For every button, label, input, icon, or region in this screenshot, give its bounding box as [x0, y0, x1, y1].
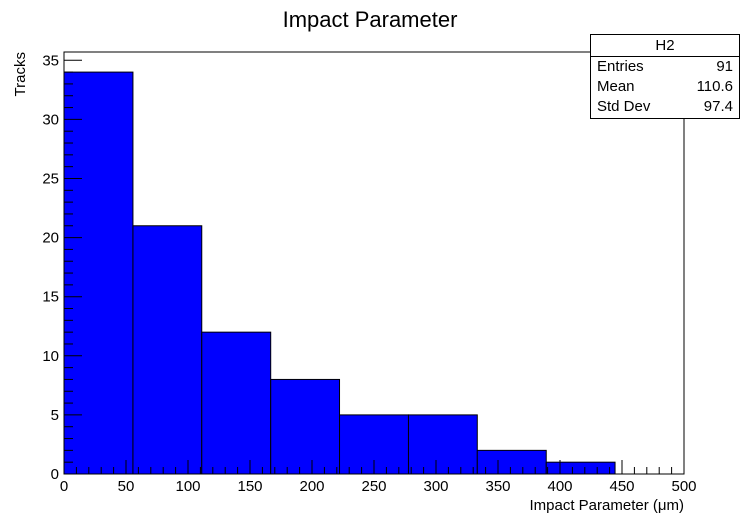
histogram-bar: [476, 449, 547, 475]
stats-box: H2 Entries 91 Mean 110.6 Std Dev 97.4: [590, 34, 740, 119]
x-tick-label: 250: [361, 478, 386, 495]
x-tick-label: 300: [423, 478, 448, 495]
x-tick-label: 50: [118, 478, 135, 495]
x-tick-label: 350: [485, 478, 510, 495]
y-tick-label: 25: [42, 170, 59, 187]
y-tick-label: 5: [51, 407, 59, 424]
x-tick-label: 0: [60, 478, 68, 495]
chart-title: Impact Parameter: [283, 7, 458, 32]
stats-row-mean: Mean 110.6: [591, 77, 739, 97]
stats-row-stddev: Std Dev 97.4: [591, 97, 739, 117]
y-axis-ticks: 0 5 10 15 20 25 30 35: [42, 52, 82, 483]
stats-label: Std Dev: [597, 98, 651, 115]
y-tick-label: 10: [42, 348, 59, 365]
y-tick-label: 0: [51, 466, 59, 483]
bars-group: [63, 71, 616, 475]
y-tick-label: 20: [42, 230, 59, 247]
stats-box-title: H2: [591, 35, 739, 57]
histogram-bar: [132, 225, 203, 475]
stats-label: Entries: [597, 58, 644, 75]
histogram-bar: [63, 71, 134, 475]
x-tick-label: 100: [175, 478, 200, 495]
stats-value: 91: [716, 58, 733, 75]
stats-value: 97.4: [703, 98, 733, 115]
x-axis-label: Impact Parameter (μm): [529, 497, 684, 514]
stats-value: 110.6: [696, 78, 733, 95]
y-tick-label: 30: [42, 111, 59, 128]
stats-row-entries: Entries 91: [591, 57, 739, 77]
x-tick-label: 450: [609, 478, 634, 495]
x-axis-ticks: 0 50 100 150 200 250 300 350 400 450 500: [60, 460, 697, 495]
histogram-bar: [201, 331, 272, 475]
x-tick-label: 200: [299, 478, 324, 495]
x-tick-label: 500: [671, 478, 696, 495]
histogram-bar: [407, 414, 478, 475]
y-tick-label: 15: [42, 289, 59, 306]
x-tick-label: 150: [237, 478, 262, 495]
y-axis-label: Tracks: [12, 52, 29, 96]
histogram-bar: [270, 378, 341, 475]
x-tick-label: 400: [547, 478, 572, 495]
stats-label: Mean: [597, 78, 635, 95]
y-tick-label: 35: [42, 52, 59, 69]
histogram-bar: [545, 461, 616, 475]
